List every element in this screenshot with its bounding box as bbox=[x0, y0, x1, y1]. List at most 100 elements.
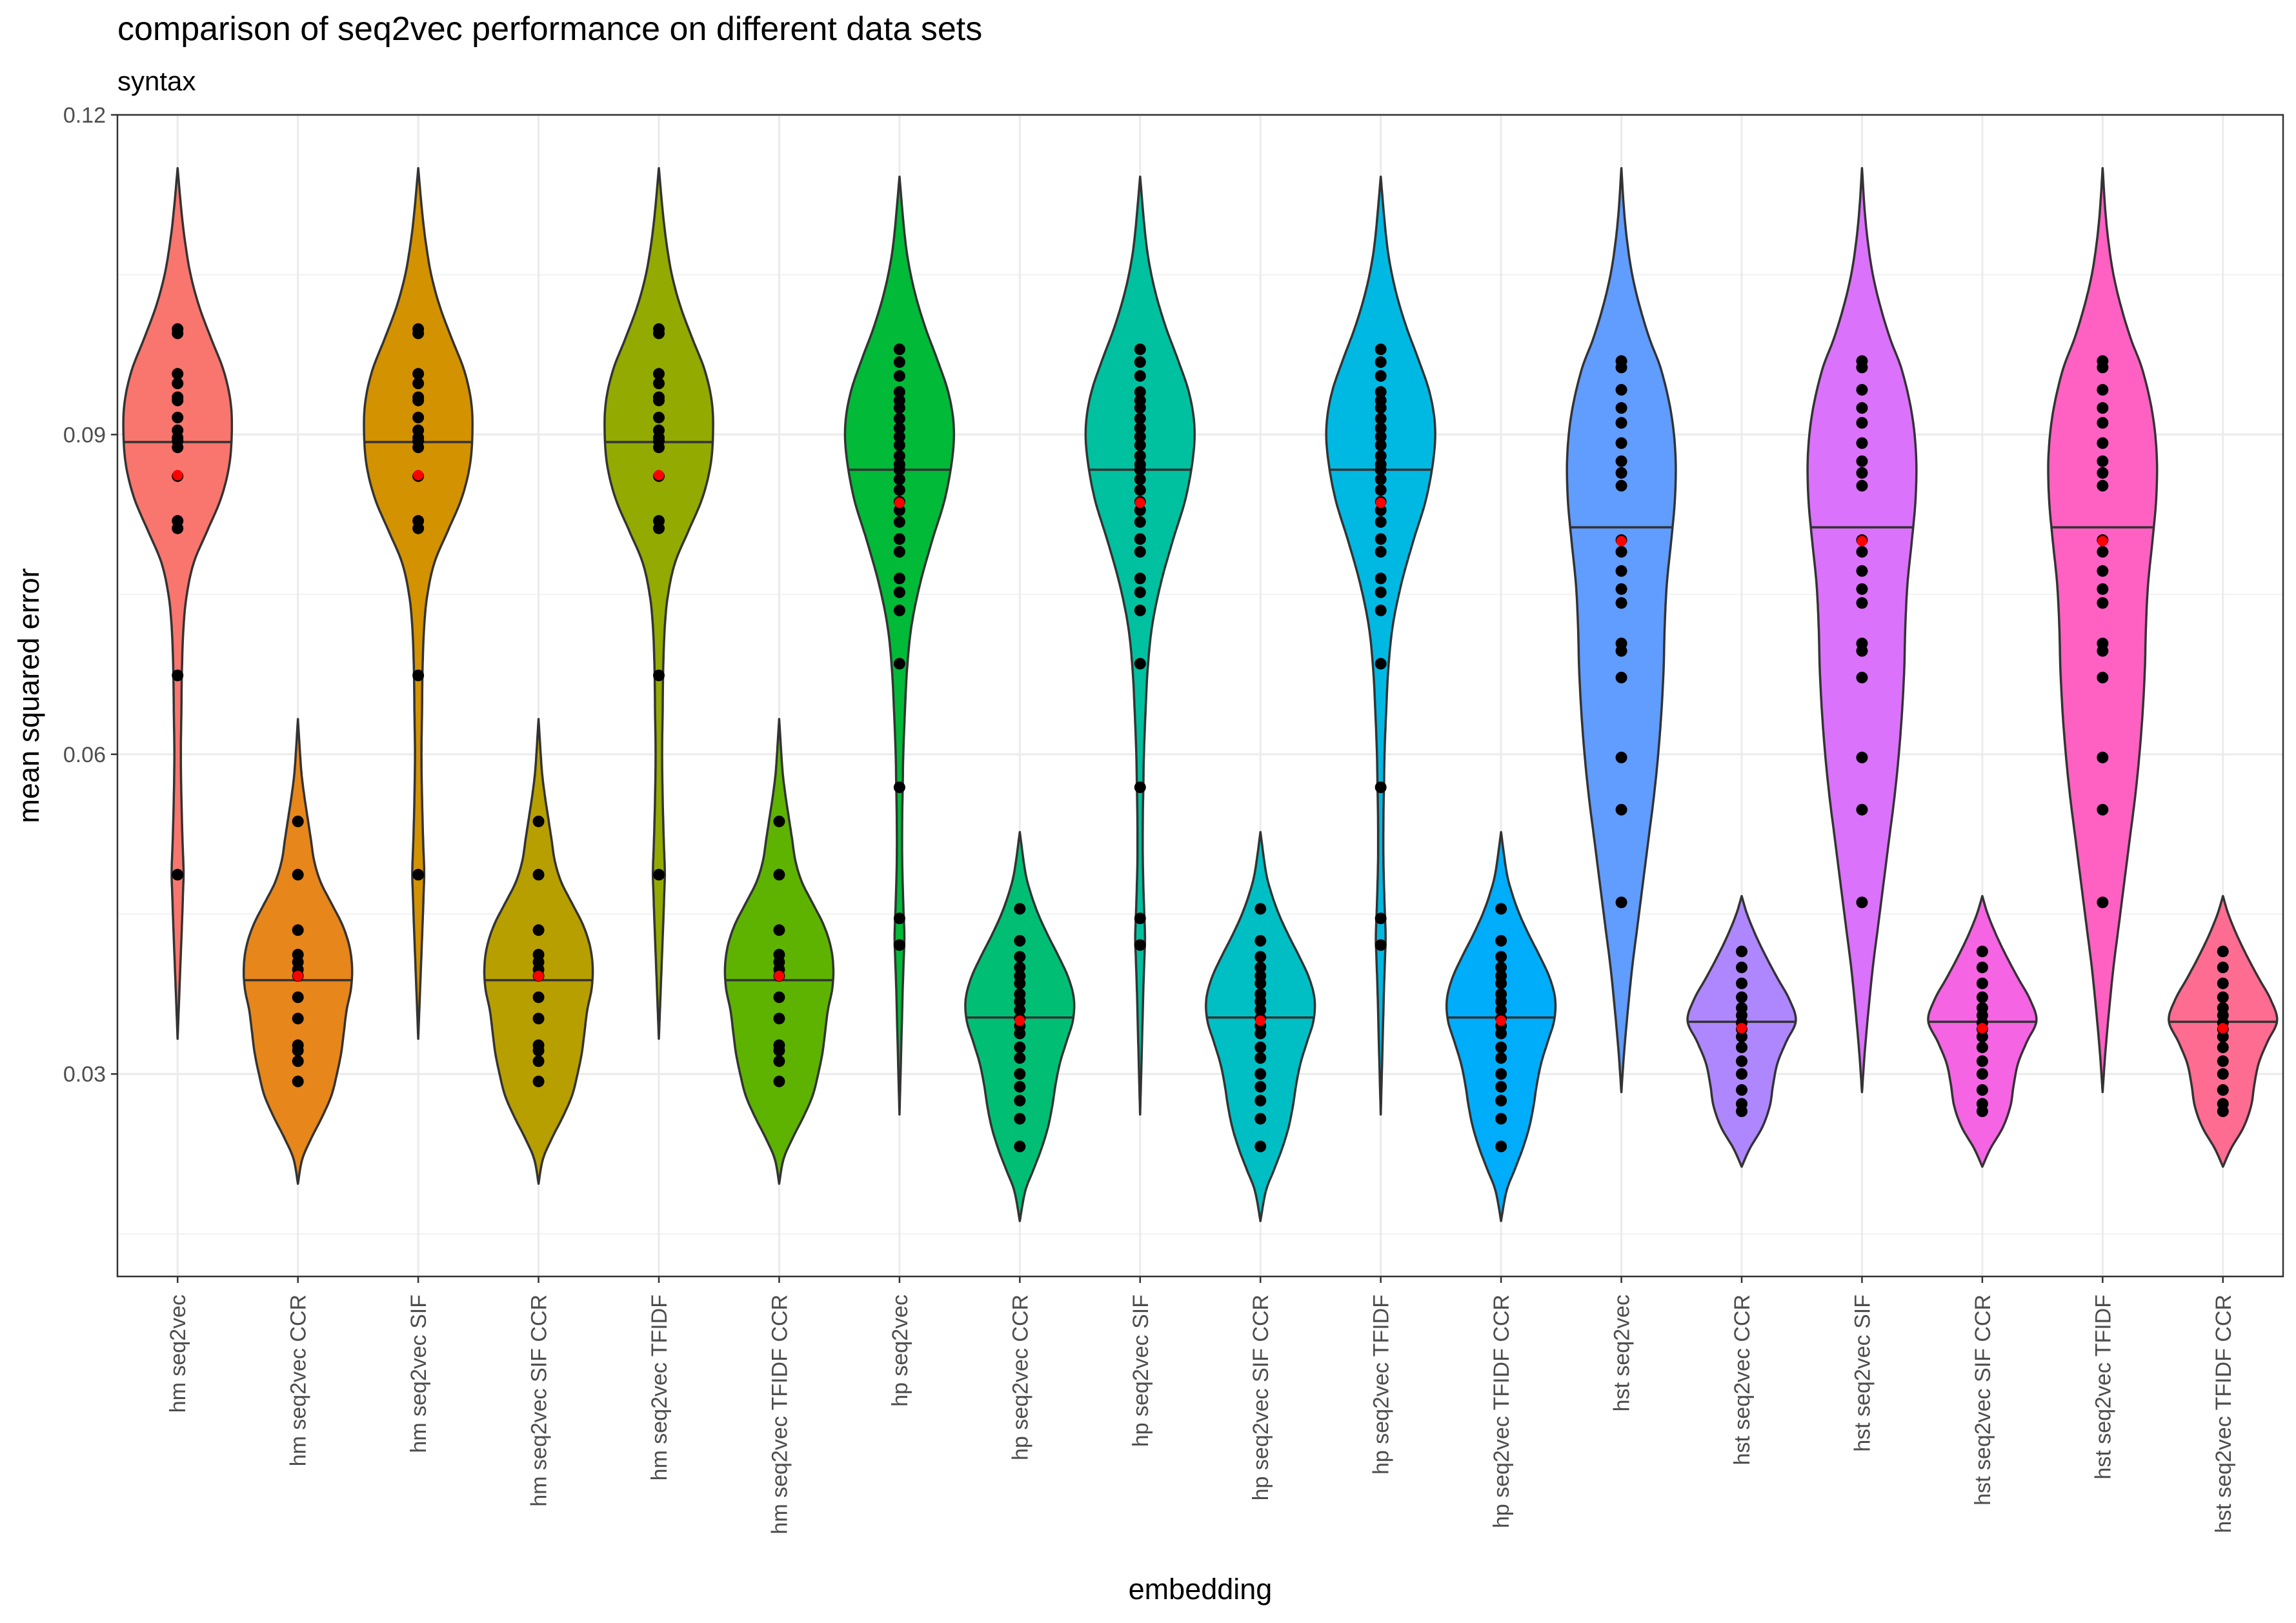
data-point bbox=[412, 323, 425, 335]
data-point bbox=[1375, 586, 1387, 598]
data-point bbox=[1375, 386, 1387, 398]
data-point bbox=[2097, 803, 2109, 816]
x-tick-label: hst seq2vec SIF CCR bbox=[1971, 1295, 1995, 1506]
data-point bbox=[1134, 572, 1146, 585]
data-point bbox=[893, 546, 905, 558]
violin-group bbox=[122, 166, 234, 1040]
violin-body bbox=[843, 176, 956, 1116]
mean-point bbox=[774, 971, 785, 982]
data-point bbox=[1375, 394, 1387, 407]
data-point bbox=[2097, 565, 2109, 577]
data-point bbox=[1254, 1052, 1267, 1064]
data-point bbox=[1856, 455, 1868, 467]
mean-point bbox=[1977, 1023, 1988, 1034]
violin-group bbox=[1084, 176, 1196, 1116]
x-tick-label: hm seq2vec TFIDF bbox=[647, 1295, 672, 1480]
mean-point bbox=[172, 470, 183, 481]
data-point bbox=[172, 424, 184, 436]
data-point bbox=[172, 869, 184, 881]
x-axis: hm seq2vec hm seq2vec CCR hm seq2vec SIF hm… bbox=[166, 1276, 2236, 1535]
data-point bbox=[2217, 945, 2229, 958]
data-point bbox=[2097, 583, 2109, 595]
data-point bbox=[1976, 1041, 1988, 1053]
data-point bbox=[1856, 417, 1868, 429]
mean-point bbox=[413, 470, 424, 481]
data-point bbox=[292, 924, 304, 936]
data-point bbox=[1014, 1113, 1026, 1125]
data-point bbox=[1976, 1055, 1988, 1067]
data-point bbox=[1615, 751, 1627, 763]
data-point bbox=[1134, 386, 1146, 398]
data-point bbox=[1495, 1052, 1507, 1064]
data-point bbox=[653, 391, 665, 403]
data-point bbox=[1134, 546, 1146, 558]
data-point bbox=[2097, 384, 2109, 396]
data-point bbox=[1736, 1055, 1747, 1067]
data-point bbox=[1014, 934, 1026, 947]
data-point bbox=[653, 669, 665, 681]
data-point bbox=[1134, 458, 1146, 470]
x-tick-label: hst seq2vec TFIDF bbox=[2091, 1295, 2115, 1480]
data-point bbox=[1254, 1081, 1267, 1093]
data-point bbox=[1736, 1041, 1747, 1053]
data-point bbox=[1615, 597, 1627, 609]
data-point bbox=[292, 815, 304, 827]
data-point bbox=[532, 991, 545, 1003]
data-point bbox=[773, 1055, 785, 1067]
data-point bbox=[2217, 991, 2229, 1003]
data-point bbox=[412, 378, 425, 390]
data-point bbox=[1495, 970, 1507, 982]
data-point bbox=[1375, 781, 1387, 794]
data-point bbox=[1134, 516, 1146, 528]
data-point bbox=[1134, 586, 1146, 598]
data-point bbox=[773, 815, 785, 827]
data-point bbox=[2097, 597, 2109, 609]
data-point bbox=[292, 1075, 304, 1087]
x-tick-label: hp seq2vec CCR bbox=[1008, 1295, 1032, 1460]
x-tick-label: hm seq2vec TFIDF CCR bbox=[767, 1295, 792, 1535]
x-tick-label: hst seq2vec TFIDF CCR bbox=[2211, 1295, 2236, 1533]
data-point bbox=[532, 1075, 545, 1087]
data-point bbox=[1856, 751, 1868, 763]
data-point bbox=[1495, 1113, 1507, 1125]
chart-title: comparison of seq2vec performance on dif… bbox=[117, 10, 982, 48]
data-point bbox=[1736, 1002, 1747, 1014]
data-point bbox=[1134, 473, 1146, 485]
data-point bbox=[1375, 412, 1387, 425]
data-point bbox=[172, 368, 184, 380]
violin-body bbox=[122, 166, 234, 1040]
violin-body bbox=[363, 166, 474, 1040]
y-tick-label: 0.12 bbox=[63, 103, 106, 128]
data-point bbox=[2217, 1041, 2229, 1053]
data-point bbox=[292, 1013, 304, 1025]
violin-group bbox=[603, 166, 714, 1040]
x-tick-label: hm seq2vec SIF bbox=[407, 1295, 431, 1453]
data-point bbox=[1014, 1004, 1026, 1016]
data-point bbox=[1495, 988, 1507, 1000]
data-point bbox=[1134, 504, 1146, 516]
data-point bbox=[1014, 1094, 1026, 1107]
data-point bbox=[893, 412, 905, 425]
data-point bbox=[1615, 437, 1627, 449]
data-point bbox=[532, 815, 545, 827]
data-point bbox=[1495, 1081, 1507, 1093]
data-point bbox=[1014, 1052, 1026, 1064]
data-point bbox=[893, 356, 905, 368]
data-point bbox=[1254, 1041, 1267, 1053]
mean-point bbox=[1496, 1015, 1507, 1026]
data-point bbox=[1134, 939, 1146, 951]
data-point bbox=[893, 386, 905, 398]
mean-point bbox=[292, 971, 303, 982]
data-point bbox=[2097, 751, 2109, 763]
data-point bbox=[412, 515, 425, 527]
data-point bbox=[893, 586, 905, 598]
data-point bbox=[1134, 450, 1146, 462]
data-point bbox=[1014, 970, 1026, 982]
violin-group bbox=[964, 831, 1076, 1222]
violin-group bbox=[363, 166, 474, 1040]
data-point bbox=[653, 411, 665, 423]
data-point bbox=[172, 323, 184, 335]
data-point bbox=[773, 869, 785, 881]
data-point bbox=[2217, 977, 2229, 989]
